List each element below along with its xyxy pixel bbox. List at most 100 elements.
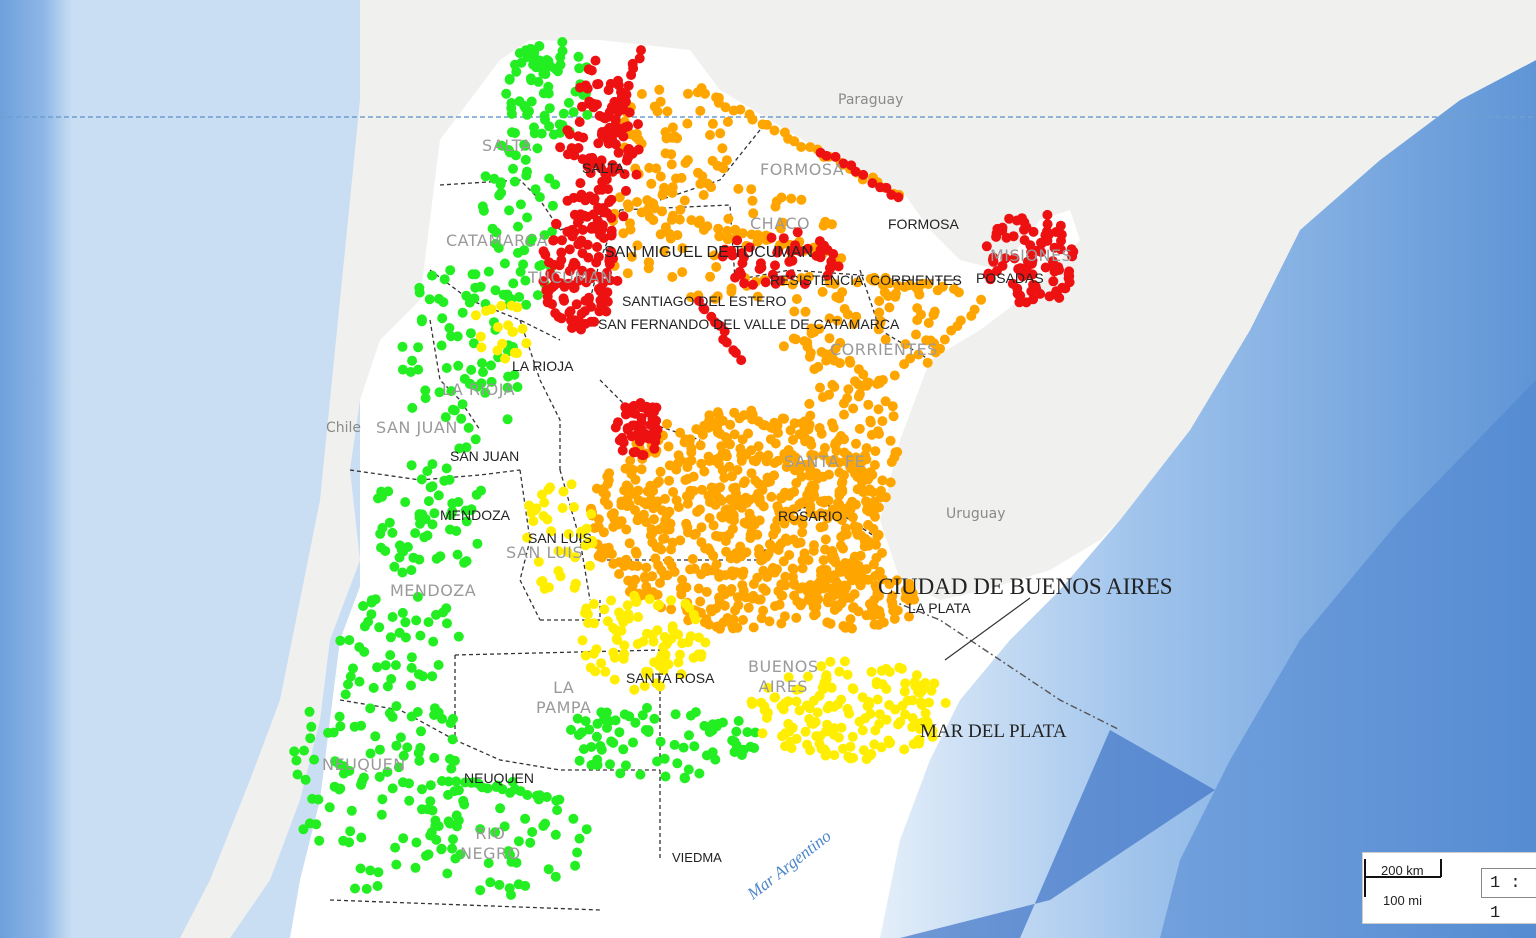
station-dot xyxy=(730,272,741,283)
station-dot xyxy=(583,618,594,628)
station-dot xyxy=(686,292,696,303)
station-dot xyxy=(406,662,417,673)
station-dot xyxy=(666,595,677,606)
station-dot xyxy=(736,248,747,259)
station-dot xyxy=(836,478,847,489)
station-dot xyxy=(969,304,980,315)
station-dot xyxy=(711,262,722,272)
station-dot xyxy=(686,455,697,466)
station-dot xyxy=(766,491,777,502)
station-dot xyxy=(604,132,615,143)
station-dot xyxy=(525,837,536,848)
station-dot xyxy=(524,500,535,511)
station-dot xyxy=(842,703,853,714)
station-dot xyxy=(805,500,816,511)
station-dot xyxy=(457,399,468,410)
station-dot xyxy=(452,549,463,560)
station-dot xyxy=(839,304,850,314)
station-dot xyxy=(490,285,501,296)
station-dot xyxy=(771,196,782,207)
station-dot xyxy=(997,222,1008,233)
station-dot xyxy=(654,84,665,95)
station-dot xyxy=(423,617,434,628)
station-dot xyxy=(343,679,353,690)
station-dot xyxy=(907,713,918,723)
station-dot xyxy=(795,537,806,548)
station-dot xyxy=(885,477,896,488)
station-dot xyxy=(604,197,615,208)
station-dot xyxy=(576,308,587,319)
station-dot xyxy=(417,509,428,520)
station-dot xyxy=(449,405,460,416)
station-dot xyxy=(689,741,700,752)
station-dot xyxy=(447,506,458,517)
station-dot xyxy=(683,527,693,538)
station-dot xyxy=(809,482,820,492)
station-dot xyxy=(571,144,582,154)
station-dot xyxy=(697,484,707,495)
station-dot xyxy=(779,611,790,622)
station-dot xyxy=(370,731,381,742)
station-dot xyxy=(800,306,811,317)
station-dot xyxy=(939,334,950,345)
station-dot xyxy=(587,538,598,549)
station-dot xyxy=(585,560,595,571)
station-dot xyxy=(890,288,901,299)
station-dot xyxy=(893,192,904,203)
station-dot xyxy=(814,423,825,434)
station-dot xyxy=(836,598,847,609)
station-dot xyxy=(800,726,811,737)
station-dot xyxy=(630,574,641,585)
station-dot xyxy=(825,263,836,274)
station-dot xyxy=(776,492,786,503)
station-dot xyxy=(649,713,660,724)
station-dot xyxy=(830,439,840,450)
station-dot xyxy=(863,377,874,388)
station-dot xyxy=(649,514,659,525)
scale-ratio[interactable]: 1 : 1 xyxy=(1481,868,1536,923)
station-dot xyxy=(482,783,493,794)
station-dot xyxy=(693,167,703,178)
station-dot xyxy=(833,498,843,509)
station-dot xyxy=(412,591,423,602)
station-dot xyxy=(608,558,619,569)
station-dot xyxy=(820,534,831,545)
station-dot xyxy=(717,465,728,476)
station-dot xyxy=(562,547,573,558)
station-dot xyxy=(461,442,472,453)
station-dot xyxy=(623,482,634,493)
station-dot xyxy=(581,824,592,835)
station-dot xyxy=(436,843,447,854)
station-dot xyxy=(382,767,393,777)
station-dot xyxy=(417,784,427,795)
station-dot xyxy=(525,236,536,247)
station-dot xyxy=(683,88,693,99)
station-dot xyxy=(708,520,719,531)
station-dot xyxy=(684,490,695,501)
station-dot xyxy=(871,539,881,550)
station-dot xyxy=(836,431,846,441)
station-dot xyxy=(686,447,697,458)
station-dot xyxy=(772,564,782,575)
station-dot xyxy=(570,552,581,563)
station-dot xyxy=(555,571,566,582)
station-dot xyxy=(684,437,695,448)
station-dot xyxy=(722,116,733,127)
station-dot xyxy=(743,602,754,613)
station-dot xyxy=(636,464,647,475)
station-dot xyxy=(397,607,408,618)
station-dot xyxy=(742,727,753,738)
station-dot xyxy=(655,96,666,107)
station-dot xyxy=(820,750,831,761)
station-dot xyxy=(414,282,425,293)
station-dot xyxy=(499,821,510,832)
station-dot xyxy=(854,716,865,727)
station-dot xyxy=(404,795,415,806)
station-dot xyxy=(1028,226,1039,237)
station-dot xyxy=(891,575,902,586)
station-dot xyxy=(664,506,675,517)
station-dot xyxy=(552,805,563,816)
station-dot xyxy=(577,635,588,646)
